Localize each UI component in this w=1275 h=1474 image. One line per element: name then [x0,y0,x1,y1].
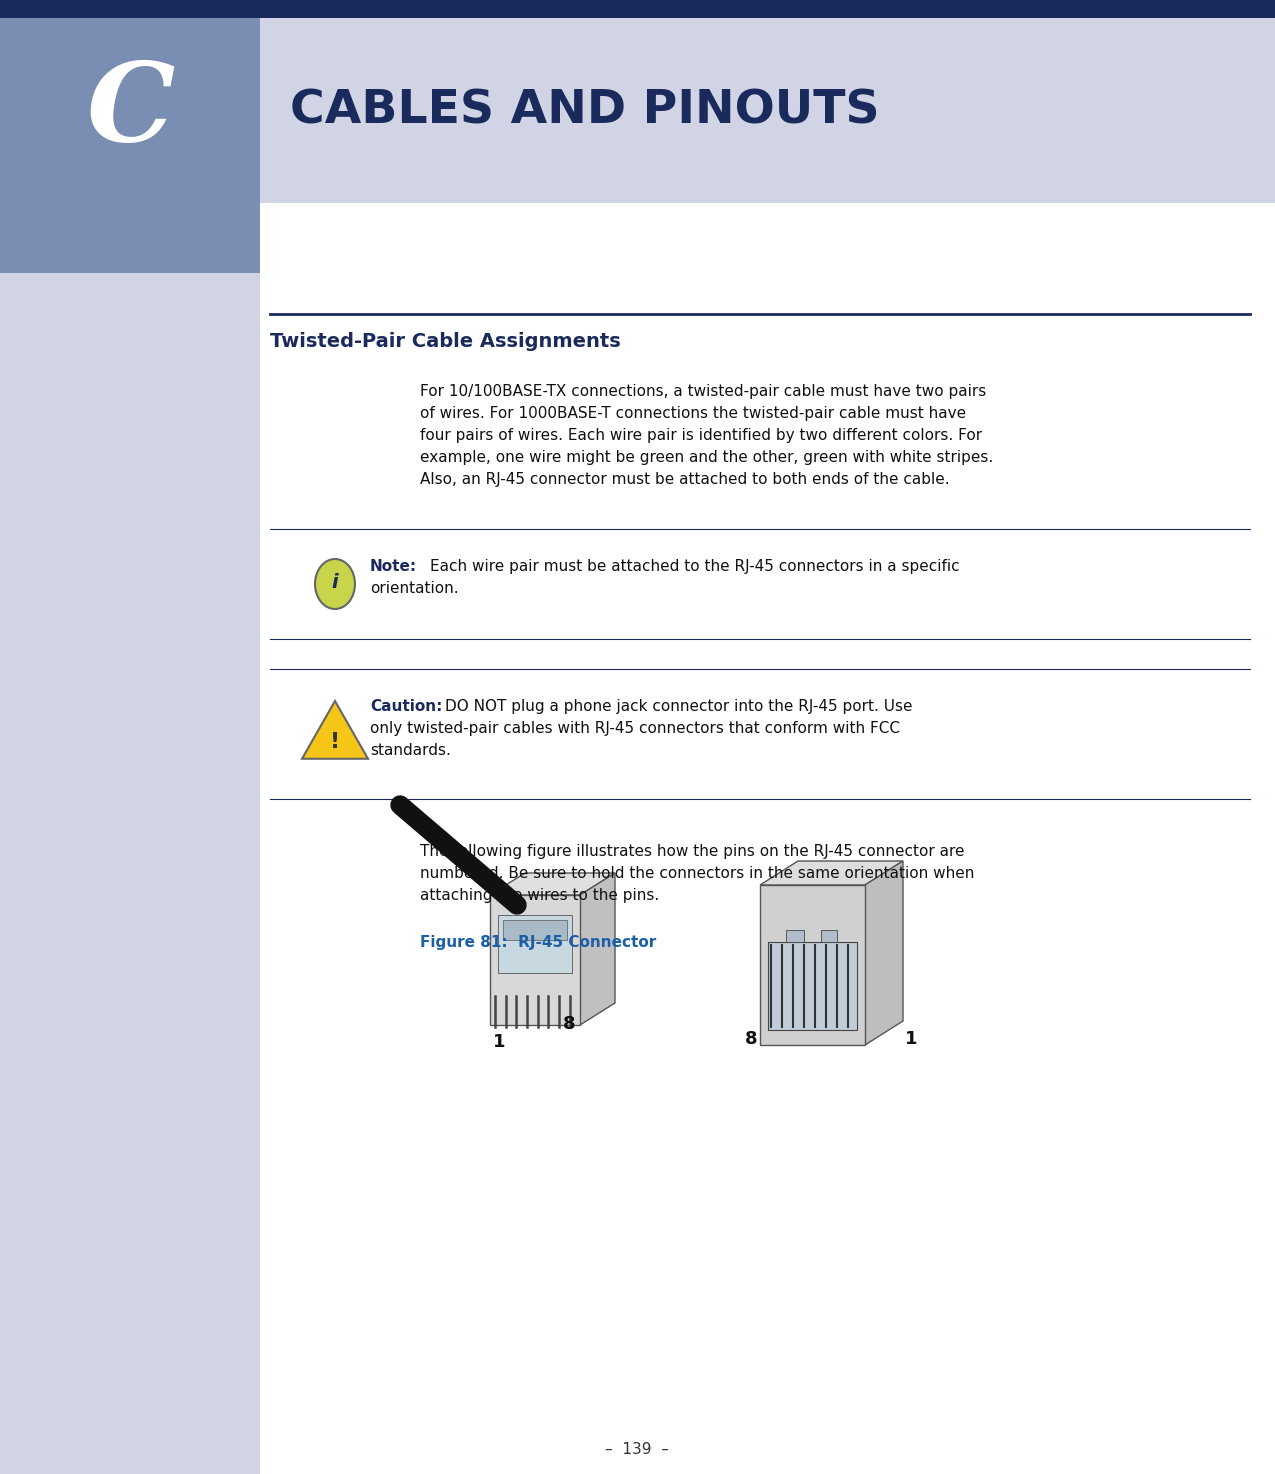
Text: 1: 1 [493,1033,505,1051]
Text: example, one wire might be green and the other, green with white stripes.: example, one wire might be green and the… [419,450,993,464]
Bar [0,203,260,1474]
Text: !: ! [330,733,340,752]
Text: only twisted-pair cables with RJ-45 connectors that conform with FCC: only twisted-pair cables with RJ-45 conn… [370,721,900,736]
Text: The following figure illustrates how the pins on the RJ-45 connector are: The following figure illustrates how the… [419,845,964,859]
Text: i: i [332,572,338,591]
Ellipse shape [315,559,354,609]
Bar [0,0,1275,18]
Polygon shape [504,920,567,940]
Text: attaching the wires to the pins.: attaching the wires to the pins. [419,887,659,904]
Polygon shape [490,895,580,1024]
Text: For 10/100BASE-TX connections, a twisted-pair cable must have two pairs: For 10/100BASE-TX connections, a twisted… [419,385,987,399]
Polygon shape [864,861,903,1045]
Text: CABLES AND PINOUTS: CABLES AND PINOUTS [289,88,880,133]
Polygon shape [580,873,615,1024]
Text: 8: 8 [562,1016,575,1033]
Text: orientation.: orientation. [370,581,459,595]
Bar [0,203,260,273]
Text: DO NOT plug a phone jack connector into the RJ-45 port. Use: DO NOT plug a phone jack connector into … [445,699,913,713]
Text: of wires. For 1000BASE-T connections the twisted-pair cable must have: of wires. For 1000BASE-T connections the… [419,405,966,422]
Text: standards.: standards. [370,743,451,758]
Bar [499,915,572,973]
Text: Each wire pair must be attached to the RJ-45 connectors in a specific: Each wire pair must be attached to the R… [430,559,960,573]
Polygon shape [760,884,864,1045]
Text: four pairs of wires. Each wire pair is identified by two different colors. For: four pairs of wires. Each wire pair is i… [419,427,982,444]
Text: C: C [85,57,175,164]
Polygon shape [785,930,803,942]
Text: Figure 81:  RJ-45 Connector: Figure 81: RJ-45 Connector [419,935,657,951]
Text: –  139  –: – 139 – [606,1442,669,1456]
Text: numbered. Be sure to hold the connectors in the same orientation when: numbered. Be sure to hold the connectors… [419,867,974,881]
Text: 8: 8 [746,1030,759,1048]
Text: Caution:: Caution: [370,699,442,713]
Text: 1: 1 [905,1030,918,1048]
Text: Also, an RJ-45 connector must be attached to both ends of the cable.: Also, an RJ-45 connector must be attache… [419,472,950,486]
Bar [0,18,260,203]
Polygon shape [760,861,903,884]
Text: Twisted-Pair Cable Assignments: Twisted-Pair Cable Assignments [270,332,621,351]
Polygon shape [302,702,368,759]
Polygon shape [821,930,838,942]
Bar [768,942,857,1030]
Text: Note:: Note: [370,559,417,573]
Bar [260,18,1275,203]
Polygon shape [490,873,615,895]
